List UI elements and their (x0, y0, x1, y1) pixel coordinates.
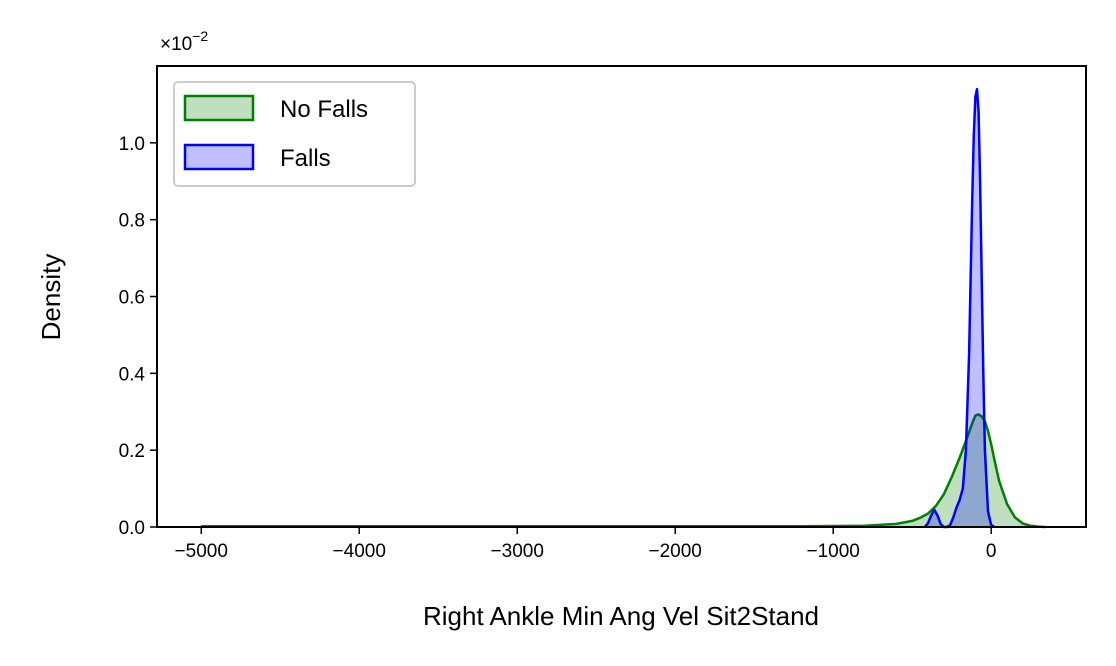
series-area-no-falls (201, 414, 1045, 527)
series-line-no-falls (201, 413, 1045, 529)
x-tick-label: −3000 (491, 541, 544, 562)
legend: No Falls Falls (173, 81, 416, 187)
legend-frame (173, 81, 416, 187)
y-tick-label: 0.4 (119, 364, 146, 385)
series-area-falls (924, 89, 995, 527)
legend-label-falls: Falls (280, 145, 331, 172)
y-tick-label: 0.2 (119, 441, 145, 462)
y-offset-exponent: −2 (192, 28, 208, 44)
x-tick-label: −5000 (175, 541, 228, 562)
legend-swatch-falls (183, 143, 255, 171)
plot-area (201, 87, 1045, 529)
y-offset-text: ×10−2 (160, 28, 208, 55)
y-tick-label: 1.0 (119, 134, 145, 155)
series-line-falls (923, 87, 996, 529)
y-tick-label: 0.8 (119, 211, 145, 232)
x-axis-label: Right Ankle Min Ang Vel Sit2Stand (423, 601, 819, 631)
y-tick-label: 0.0 (119, 518, 145, 539)
legend-label-no-falls: No Falls (280, 96, 368, 123)
x-tick-label: −1000 (807, 541, 860, 562)
x-tick-label: 0 (986, 541, 997, 562)
x-tick-label: −4000 (333, 541, 386, 562)
x-tick-label: −2000 (649, 541, 702, 562)
y-axis: 0.0 0.2 0.4 0.6 0.8 1.0 (119, 134, 157, 539)
y-tick-label: 0.6 (119, 288, 145, 309)
legend-swatch-no-falls (183, 94, 255, 122)
x-axis: −5000 −4000 −3000 −2000 −1000 0 (175, 527, 997, 562)
y-axis-label: Density (36, 254, 66, 341)
y-offset-base: ×10 (160, 34, 192, 55)
